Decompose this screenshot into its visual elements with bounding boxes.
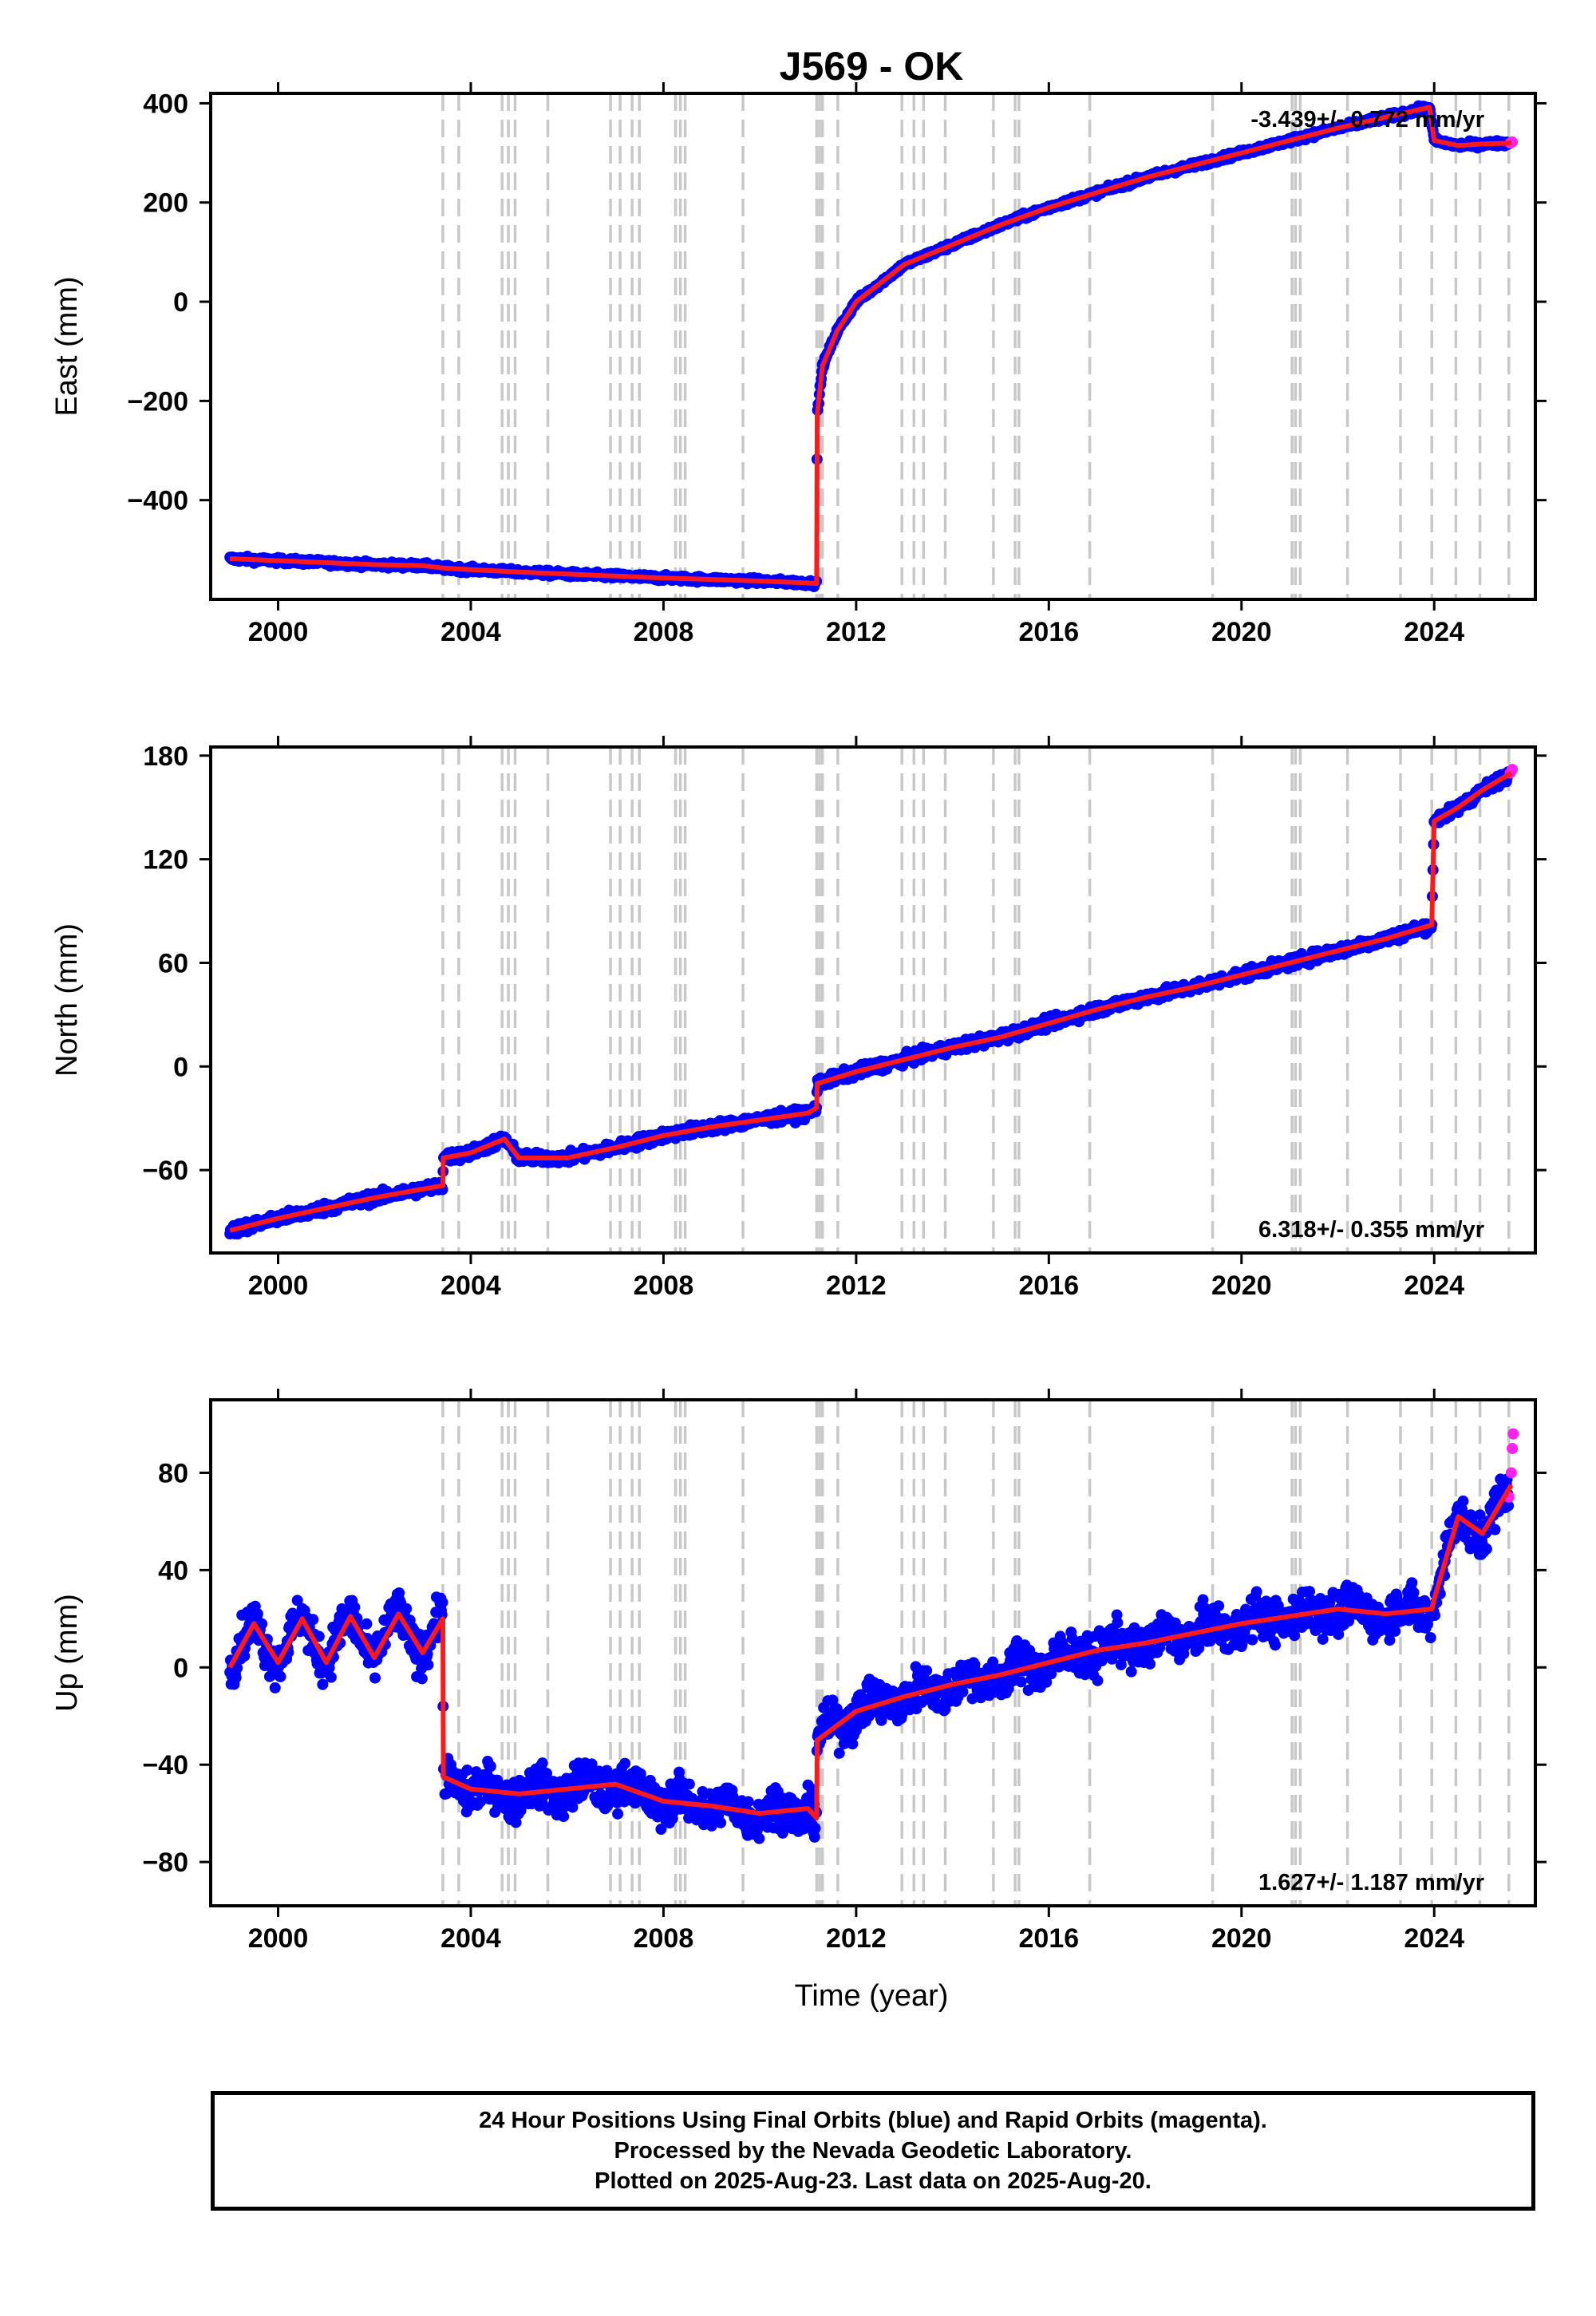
y-tick-label: −200 — [127, 386, 188, 417]
final-point — [416, 1673, 428, 1685]
final-orbit-points — [224, 766, 1515, 1240]
x-tick-label: 2020 — [1211, 1271, 1272, 1301]
final-point — [484, 1761, 496, 1773]
final-point — [317, 1678, 329, 1690]
x-tick-label: 2024 — [1404, 617, 1464, 647]
x-tick-label: 2016 — [1019, 617, 1080, 647]
rate-annotation: -3.439+/- 0.772 mm/yr — [1250, 107, 1484, 132]
plot-frame — [209, 92, 1537, 601]
rate-annotation: 6.318+/- 0.355 mm/yr — [1258, 1217, 1484, 1243]
y-tick-label: 200 — [143, 188, 188, 219]
x-tick-label: 2020 — [1211, 617, 1272, 647]
y-tick-label: 0 — [173, 287, 188, 318]
y-tick-label: −400 — [127, 486, 188, 516]
x-tick-label: 2012 — [826, 617, 887, 647]
y-axis-label: North (mm) — [50, 923, 84, 1077]
x-tick-label: 2012 — [826, 1271, 887, 1301]
final-point — [230, 1672, 242, 1684]
final-point — [307, 1614, 319, 1626]
panel-east: 2000 2004 2008 2012 2016 2020 2024 −400 −200 0 200… — [50, 82, 1547, 647]
y-tick-label: −60 — [142, 1156, 188, 1186]
final-point — [349, 1601, 361, 1613]
final-point — [325, 1671, 337, 1683]
x-tick-label: 2024 — [1404, 1271, 1464, 1301]
x-tick-label: 2004 — [440, 617, 501, 647]
x-tick-label: 2004 — [440, 1271, 501, 1301]
final-orbit-points — [224, 1473, 1515, 1844]
final-point — [361, 1618, 373, 1630]
final-point — [369, 1672, 381, 1684]
chart-title: J569 - OK — [780, 44, 964, 89]
x-tick-label: 2000 — [248, 617, 309, 647]
panel-north: 2000 2004 2008 2012 2016 2020 2024 −60 0 60 120 180… — [50, 736, 1547, 1301]
final-point — [437, 1596, 448, 1608]
plot-frame — [209, 745, 1537, 1255]
y-tick-label: 60 — [158, 948, 188, 978]
x-tick-label: 2016 — [1019, 1271, 1080, 1301]
y-tick-label: 0 — [173, 1052, 188, 1082]
panel-up: 2000 2004 2008 2012 2016 2020 2024−80−4004080U… — [50, 1389, 1547, 1954]
final-point — [275, 1670, 286, 1682]
final-point — [269, 1682, 281, 1694]
y-tick-label: 400 — [143, 89, 188, 119]
final-orbit-points — [224, 100, 1515, 593]
y-tick-label: 180 — [143, 741, 188, 772]
fit-curve — [229, 105, 1511, 587]
x-tick-label: 2008 — [634, 1271, 694, 1301]
x-tick-label: 2008 — [634, 617, 694, 647]
fit-curve — [229, 770, 1513, 1233]
final-point — [422, 1659, 434, 1671]
y-axis-label: East (mm) — [50, 276, 84, 416]
y-tick-label: 120 — [143, 845, 188, 875]
final-point — [401, 1603, 413, 1614]
x-tick-label: 2000 — [248, 1271, 309, 1301]
